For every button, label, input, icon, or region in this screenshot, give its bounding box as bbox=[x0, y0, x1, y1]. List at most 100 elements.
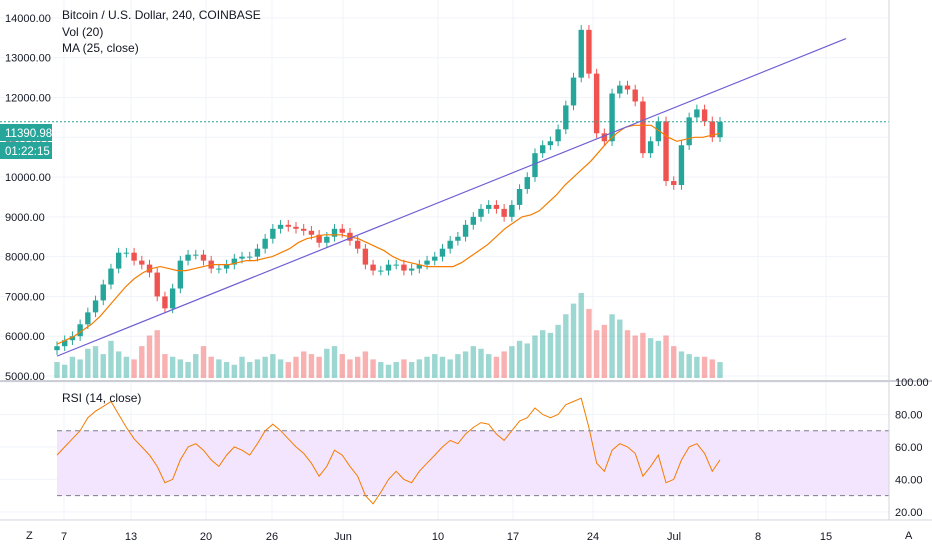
volume-bar bbox=[293, 356, 299, 378]
volume-bar bbox=[555, 324, 561, 378]
candle-body bbox=[285, 224, 291, 227]
volume-bar bbox=[308, 354, 315, 378]
candle-body bbox=[146, 264, 153, 273]
candle-body bbox=[563, 105, 569, 130]
rsi-axis[interactable]: 100.00 80.00 60.00 40.00 20.00 bbox=[895, 377, 929, 519]
auto-scale-right-button[interactable]: A bbox=[905, 530, 913, 542]
candle-body bbox=[678, 145, 685, 186]
candle-body bbox=[432, 256, 438, 261]
price-pane[interactable] bbox=[0, 0, 889, 380]
candle-body bbox=[455, 236, 461, 241]
candle-body bbox=[223, 264, 230, 269]
candle-body bbox=[663, 121, 669, 182]
candle-body bbox=[100, 284, 106, 301]
candle-body bbox=[647, 141, 654, 154]
volume-bar bbox=[270, 354, 276, 378]
rsi-line bbox=[56, 397, 721, 505]
candle-body bbox=[539, 145, 546, 154]
volume-bar bbox=[455, 354, 461, 378]
volume-bar bbox=[470, 346, 477, 378]
candle-body bbox=[378, 270, 384, 272]
candle-body bbox=[77, 324, 83, 337]
volume-bar bbox=[524, 343, 530, 378]
volume-bar bbox=[123, 356, 130, 378]
candle-body bbox=[447, 240, 453, 249]
bar-countdown: 01:22:15 bbox=[5, 146, 50, 158]
rsi-indicator-label[interactable]: RSI (14, close) bbox=[62, 391, 141, 405]
candle-body bbox=[624, 85, 631, 90]
candle-body bbox=[640, 101, 646, 154]
candle-body bbox=[54, 346, 60, 351]
volume-bar bbox=[601, 324, 608, 378]
candle-body bbox=[108, 268, 114, 285]
candle-body bbox=[547, 141, 554, 146]
volume-bar bbox=[54, 362, 60, 378]
volume-indicator-label[interactable]: Vol (20) bbox=[62, 25, 103, 39]
ma-indicator-label[interactable]: MA (25, close) bbox=[62, 41, 139, 55]
volume-bar bbox=[709, 359, 715, 378]
volume-bar bbox=[131, 359, 137, 378]
time-tick-label: 24 bbox=[587, 531, 599, 543]
price-tick-label: 9000.00 bbox=[5, 212, 45, 224]
price-tick-label: 7000.00 bbox=[5, 291, 45, 303]
candle-body bbox=[162, 296, 168, 309]
volume-bar bbox=[247, 362, 253, 378]
candle-body bbox=[354, 240, 361, 249]
volume-bars bbox=[54, 293, 723, 378]
candle-body bbox=[115, 252, 122, 269]
price-axis[interactable]: 14000.0013000.0012000.0011000.0010000.00… bbox=[5, 13, 51, 383]
time-tick-label: 15 bbox=[820, 531, 832, 543]
volume-bar bbox=[285, 362, 291, 378]
volume-bar bbox=[701, 356, 708, 378]
candle-body bbox=[416, 264, 423, 269]
volume-bar bbox=[624, 330, 631, 378]
candle-body bbox=[570, 77, 577, 106]
volume-bar bbox=[408, 362, 415, 378]
auto-scale-left-button[interactable]: Z bbox=[26, 530, 33, 542]
candle-body bbox=[601, 133, 608, 142]
candle-body bbox=[293, 226, 299, 229]
candle-body bbox=[532, 153, 538, 178]
candle-body bbox=[308, 230, 315, 235]
volume-bar bbox=[694, 356, 700, 378]
volume-bar bbox=[362, 351, 369, 378]
candle-body bbox=[277, 224, 284, 229]
candle-body bbox=[331, 228, 338, 237]
candle-body bbox=[169, 288, 176, 309]
volume-bar bbox=[100, 354, 106, 378]
last-price-tag: 11390.98 01:22:15 bbox=[0, 124, 52, 159]
volume-bar bbox=[593, 330, 600, 378]
candle-body bbox=[478, 208, 484, 217]
volume-bar bbox=[385, 364, 392, 378]
volume-bar bbox=[462, 351, 469, 378]
volume-bar bbox=[493, 356, 500, 378]
volume-bar bbox=[262, 356, 268, 378]
candle-body bbox=[671, 181, 677, 186]
time-axis[interactable]: 7 13 20 26 Jun 10 17 24 Jul 8 15 bbox=[61, 531, 832, 543]
price-tick-label: 14000.00 bbox=[5, 13, 51, 25]
volume-bar bbox=[378, 362, 384, 378]
rsi-band bbox=[57, 430, 889, 496]
candle-body bbox=[239, 256, 245, 259]
volume-bar bbox=[686, 354, 692, 378]
trend-line[interactable] bbox=[56, 38, 847, 357]
volume-bar bbox=[501, 351, 507, 378]
candle-body bbox=[139, 260, 145, 265]
volume-bar bbox=[177, 359, 184, 378]
volume-bar bbox=[717, 362, 723, 378]
candle-body bbox=[509, 204, 515, 217]
volume-bar bbox=[586, 308, 592, 378]
candle-body bbox=[501, 208, 507, 217]
volume-bar bbox=[331, 346, 338, 378]
candle-body bbox=[555, 129, 561, 142]
volume-bar bbox=[300, 351, 307, 378]
time-tick-label: 8 bbox=[755, 531, 761, 543]
volume-bar bbox=[570, 303, 577, 378]
volume-bar bbox=[254, 359, 261, 378]
volume-bar bbox=[640, 332, 646, 378]
candle-body bbox=[216, 268, 222, 270]
volume-bar bbox=[223, 362, 230, 378]
volume-bar bbox=[162, 354, 168, 378]
candle-body bbox=[154, 272, 160, 297]
